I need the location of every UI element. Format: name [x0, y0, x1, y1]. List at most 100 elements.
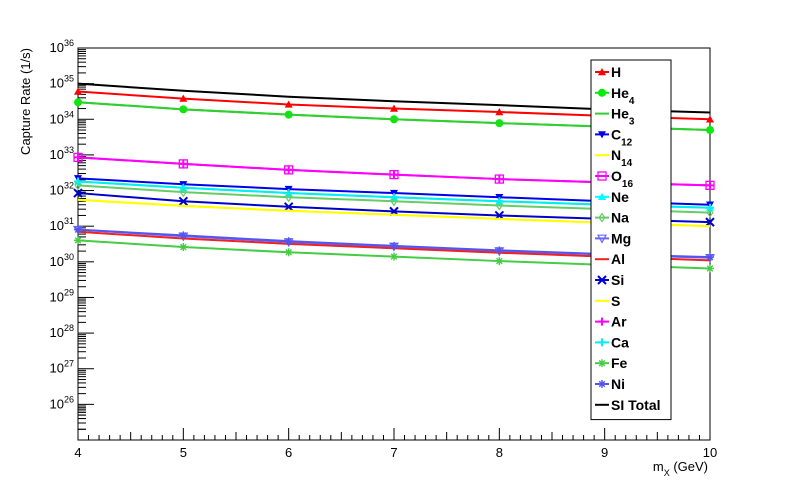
y-tick-exponent: 33: [64, 145, 74, 155]
x-tick-label: 8: [496, 445, 503, 460]
data-point: [598, 359, 606, 368]
data-point: [705, 217, 715, 227]
legend-label-name: Ca: [611, 334, 629, 350]
legend-label: O16: [611, 168, 633, 190]
data-point: [597, 275, 607, 285]
y-tick-exponent: 26: [64, 394, 74, 404]
legend-item: Si: [595, 272, 624, 288]
data-point: [706, 115, 714, 123]
x-axis-title-sub: X: [664, 468, 670, 478]
x-tick-label: 9: [601, 445, 608, 460]
data-point: [179, 183, 188, 192]
legend-label: Al: [611, 251, 625, 267]
legend-label-name: He: [611, 85, 629, 101]
legend-label-sub: 14: [621, 158, 633, 169]
data-point: [74, 236, 82, 245]
legend-label: H: [611, 64, 621, 80]
data-point: [74, 177, 82, 186]
y-tick-base: 10: [50, 183, 64, 198]
data-point: [706, 207, 714, 218]
x-axis-title: mX (GeV): [653, 459, 708, 478]
legend-item: Ni: [595, 376, 625, 392]
x-tick-label: 10: [703, 445, 717, 460]
y-tick-exponent: 28: [64, 323, 74, 333]
legend-item: Na: [595, 210, 629, 226]
legend-label-name: He: [611, 106, 629, 122]
legend-item: Fe: [595, 355, 628, 371]
legend-label: He4: [611, 85, 635, 107]
x-tick-label: 5: [180, 445, 187, 460]
data-point: [706, 181, 714, 190]
data-point: [598, 212, 606, 223]
legend-label: N14: [611, 147, 633, 169]
data-point: [495, 175, 504, 184]
data-point: [390, 104, 398, 112]
legend-label-name: C: [611, 126, 621, 142]
legend-label-name: H: [611, 64, 621, 80]
y-tick-label: 1031: [50, 216, 74, 233]
legend-label: Ni: [611, 376, 625, 392]
data-point: [598, 68, 606, 76]
legend-label: C12: [611, 126, 633, 148]
legend-label: SI Total: [611, 397, 661, 413]
legend-label-name: Fe: [611, 355, 628, 371]
y-tick-label: 1034: [50, 109, 74, 126]
legend-label: Mg: [611, 230, 631, 246]
data-point: [179, 231, 188, 240]
data-point: [390, 170, 398, 179]
y-tick-base: 10: [50, 254, 64, 269]
legend-label-name: Ne: [611, 189, 629, 205]
y-tick-label: 1027: [50, 359, 74, 376]
y-tick-exponent: 31: [64, 216, 74, 226]
y-axis-title: Capture Rate (1/s): [18, 48, 33, 155]
y-tick-exponent: 34: [64, 109, 74, 119]
legend-label-name: O: [611, 168, 622, 184]
legend-item: Mg: [595, 230, 631, 246]
y-tick-label: 1035: [50, 74, 74, 91]
legend-box: [590, 59, 672, 421]
x-tick-label: 7: [390, 445, 397, 460]
x-tick-label: 4: [74, 445, 81, 460]
data-point: [179, 159, 188, 168]
legend-label-name: Al: [611, 251, 625, 267]
legend-item: He3: [595, 106, 635, 128]
legend-label-name: Na: [611, 210, 629, 226]
data-point: [73, 188, 83, 198]
data-point: [283, 202, 294, 212]
data-point: [596, 234, 608, 244]
legend-label: Si: [611, 272, 624, 288]
data-point: [179, 187, 187, 198]
legend-label: Ca: [611, 334, 629, 350]
y-tick-base: 10: [50, 361, 64, 376]
legend-label-name: Mg: [611, 230, 631, 246]
y-tick-base: 10: [50, 396, 64, 411]
x-axis-title-unit: (GeV): [670, 459, 708, 474]
legend-label-name: SI Total: [611, 397, 661, 413]
legend-label: Ne: [611, 189, 629, 205]
data-point: [706, 253, 714, 262]
y-tick-exponent: 36: [64, 38, 74, 48]
y-tick-label: 1029: [50, 287, 74, 304]
y-tick-exponent: 29: [64, 287, 74, 297]
legend-item: Ca: [595, 334, 629, 350]
legend-label-name: Si: [611, 272, 624, 288]
data-point: [598, 338, 606, 347]
data-point: [284, 165, 293, 174]
data-point: [598, 88, 606, 97]
y-tick-base: 10: [50, 218, 64, 233]
data-point: [178, 196, 189, 206]
legend-label: He3: [611, 106, 635, 128]
legend-item: S: [595, 293, 620, 309]
x-tick-label: 6: [285, 445, 292, 460]
data-point: [390, 196, 398, 207]
legend-item: He4: [595, 85, 635, 107]
legend-label-sub: 12: [621, 137, 633, 148]
data-point: [597, 171, 607, 181]
data-point: [285, 192, 293, 203]
y-tick-label: 1026: [50, 394, 74, 411]
data-point: [74, 180, 82, 191]
data-point: [284, 237, 293, 246]
legend-label: S: [611, 293, 620, 309]
